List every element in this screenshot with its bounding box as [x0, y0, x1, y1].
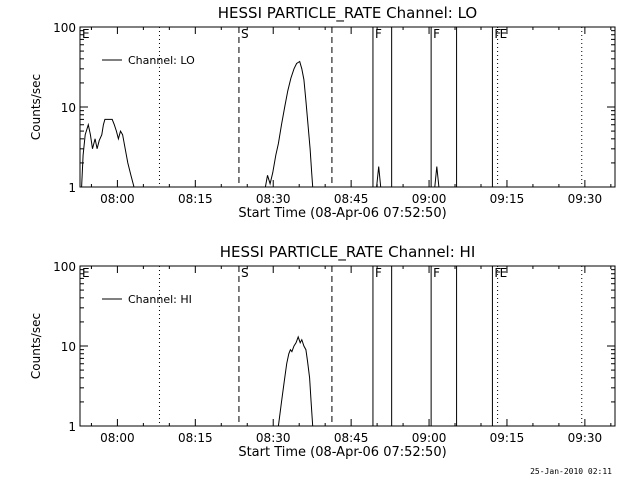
x-tick-label: 08:30 — [256, 431, 291, 445]
event-marker-label: E — [82, 27, 90, 41]
x-tick-label: 09:15 — [490, 431, 525, 445]
x-tick-label: 09:30 — [568, 192, 603, 206]
legend-label: Channel: LO — [128, 54, 195, 67]
y-axis-label: Counts/sec — [29, 313, 43, 379]
x-tick-label: 08:45 — [334, 431, 369, 445]
y-tick-label: 100 — [53, 21, 76, 35]
x-axis-label: Start Time (08-Apr-06 07:52:50) — [238, 445, 446, 460]
event-marker-label: E — [500, 266, 508, 280]
event-marker-label: F — [433, 266, 440, 280]
event-marker-label: F — [494, 27, 501, 41]
x-tick-label: 08:45 — [334, 192, 369, 206]
event-marker-label: F — [375, 266, 382, 280]
chart-panel-2: HESSI PARTICLE_RATE Channel: HI 08:00 08:1… — [29, 243, 616, 460]
series-line-segment — [81, 118, 135, 188]
x-tick-label: 08:15 — [178, 431, 213, 445]
plot-frame — [79, 26, 616, 188]
event-marker-label: E — [500, 27, 508, 41]
x-tick-label: 08:15 — [178, 192, 213, 206]
event-marker-label: S — [241, 27, 249, 41]
x-tick-label: 08:00 — [100, 431, 135, 445]
event-marker-label: S — [241, 266, 249, 280]
y-tick-label: 1 — [68, 420, 76, 434]
x-tick-label: 08:00 — [100, 192, 135, 206]
x-tick-label: 09:00 — [412, 431, 447, 445]
chart-title: HESSI PARTICLE_RATE Channel: LO — [218, 4, 477, 23]
x-axis-label: Start Time (08-Apr-06 07:52:50) — [238, 206, 446, 221]
chart-panel-1: HESSI PARTICLE_RATE Channel: LO 08:00 08:1… — [29, 4, 616, 221]
x-tick-label: 09:30 — [568, 431, 603, 445]
legend-label: Channel: HI — [128, 293, 192, 306]
y-tick-label: 100 — [53, 260, 76, 274]
event-marker-label: F — [375, 27, 382, 41]
y-axis-label: Counts/sec — [29, 74, 43, 140]
chart-title: HESSI PARTICLE_RATE Channel: HI — [220, 243, 476, 262]
plot-frame — [79, 265, 616, 427]
series-line-segment — [264, 60, 314, 188]
event-marker-label: E — [82, 266, 90, 280]
series-line-segment — [434, 166, 440, 188]
y-tick-label: 10 — [61, 101, 76, 115]
x-tick-label: 08:30 — [256, 192, 291, 206]
series-line-segment — [376, 166, 382, 188]
footer-timestamp: 25-Jan-2010 02:11 — [530, 467, 612, 476]
event-marker-label: F — [494, 266, 501, 280]
y-tick-label: 1 — [68, 181, 76, 195]
x-tick-label: 09:00 — [412, 192, 447, 206]
x-tick-label: 09:15 — [490, 192, 525, 206]
event-marker-label: F — [433, 27, 440, 41]
series-line-segment — [277, 335, 314, 427]
y-tick-label: 10 — [61, 340, 76, 354]
